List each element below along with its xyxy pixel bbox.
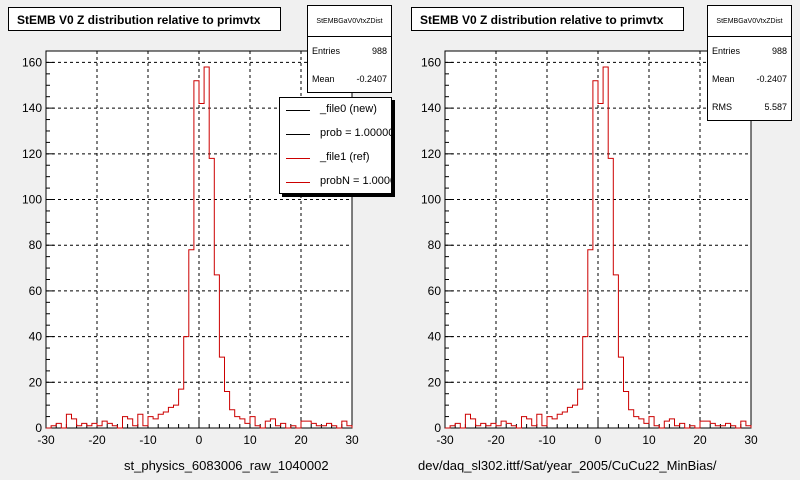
right-y-tick-label: 140 [421, 101, 441, 115]
legend-entry-file0: _file0 (new) [280, 98, 391, 122]
left-y-tick-label: 100 [22, 193, 42, 207]
right-y-tick-label: 120 [421, 147, 441, 161]
left-plot-title: StEMB V0 Z distribution relative to prim… [8, 7, 281, 31]
legend-entry-file1: _file1 (ref) [280, 146, 391, 170]
right-y-tick-label: 100 [421, 193, 441, 207]
left-stats-box: StEMBGaV0VtxZDist Entries 988 Mean -0.2407 [307, 5, 392, 93]
left-x-tick-label: 10 [243, 433, 257, 447]
right-y-tick-label: 40 [428, 330, 442, 344]
left-x-tick-label: -10 [139, 433, 157, 447]
left-y-tick-label: 40 [29, 330, 43, 344]
right-stats-rms: RMS 5.587 [712, 102, 787, 112]
right-stats-entries: Entries 988 [712, 46, 787, 56]
right-histogram-series [445, 66, 752, 429]
left-y-tick-label: 140 [22, 101, 42, 115]
right-plot-title: StEMB V0 Z distribution relative to prim… [411, 7, 684, 31]
left-y-tick-label: 160 [22, 55, 42, 69]
left-y-tick-label: 0 [35, 421, 42, 435]
right-x-tick-label: 10 [642, 433, 656, 447]
left-x-tick-label: 20 [294, 433, 308, 447]
left-histogram-series [46, 66, 353, 429]
right-y-tick-label: 60 [428, 284, 442, 298]
right-y-tick-label: 20 [428, 375, 442, 389]
left-x-axis-label: st_physics_6083006_raw_1040002 [124, 458, 329, 473]
right-x-tick-label: 30 [744, 433, 758, 447]
left-stats-entries: Entries 988 [312, 46, 387, 56]
right-stats-mean: Mean -0.2407 [712, 74, 787, 84]
right-x-axis-label: dev/daq_sl302.ittf/Sat/year_2005/CuCu22_… [418, 458, 717, 473]
left-y-tick-label: 20 [29, 375, 43, 389]
right-y-tick-label: 80 [428, 238, 442, 252]
right-stats-header: StEMBGaV0VtxZDist [708, 6, 791, 37]
legend-entry-probn: probN = 1.000000 [280, 170, 391, 193]
left-y-tick-label: 60 [29, 284, 43, 298]
right-x-tick-label: 20 [693, 433, 707, 447]
legend-entry-prob: prob = 1.000000 [280, 122, 391, 146]
right-y-tick-label: 0 [434, 421, 441, 435]
right-stats-box: StEMBGaV0VtxZDist Entries 988 Mean -0.2407… [707, 5, 792, 121]
right-y-tick-label: 160 [421, 55, 441, 69]
right-x-tick-label: 0 [595, 433, 602, 447]
left-y-tick-label: 80 [29, 238, 43, 252]
left-x-tick-label: 30 [345, 433, 359, 447]
right-x-tick-label: -20 [487, 433, 505, 447]
left-legend: _file0 (new) prob = 1.000000 _file1 (ref… [279, 97, 392, 194]
left-y-tick-label: 120 [22, 147, 42, 161]
right-x-tick-label: -30 [436, 433, 454, 447]
left-x-tick-label: -30 [37, 433, 55, 447]
left-stats-mean: Mean -0.2407 [312, 74, 387, 84]
right-x-tick-label: -10 [538, 433, 556, 447]
left-stats-header: StEMBGaV0VtxZDist [308, 6, 391, 37]
left-x-tick-label: -20 [88, 433, 106, 447]
left-x-tick-label: 0 [196, 433, 203, 447]
